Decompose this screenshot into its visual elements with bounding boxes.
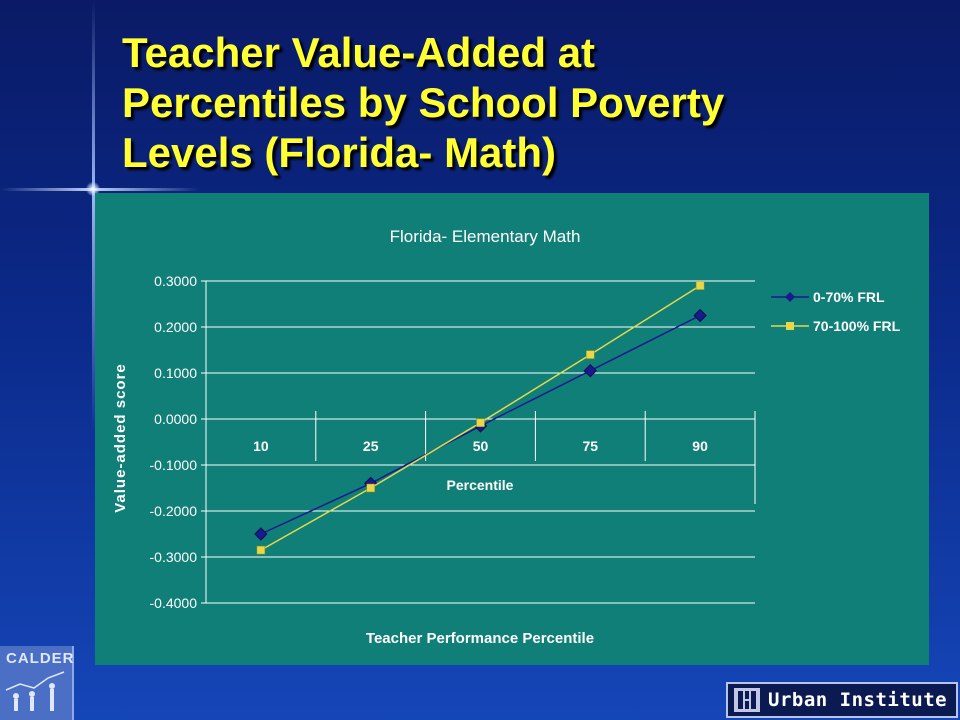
legend-label: 70-100% FRL [813, 318, 901, 334]
y-tick-label: -0.2000 [150, 503, 198, 519]
urban-institute-logo-text: Urban Institute [768, 689, 948, 711]
x-tick-label: 75 [583, 438, 599, 454]
decorative-horizontal-light [0, 188, 200, 191]
legend-marker [786, 322, 794, 330]
data-point [476, 418, 485, 427]
legend: 0-70% FRL 70-100% FRL [771, 289, 901, 334]
data-point [256, 545, 266, 555]
x-tick-label: 10 [253, 438, 269, 454]
y-tick-label: 0.1000 [154, 365, 197, 381]
calder-logo-text: CALDER [6, 650, 75, 667]
legend-marker [785, 292, 795, 302]
y-tick-label: -0.3000 [150, 549, 198, 565]
y-tick-label: 0.2000 [154, 319, 197, 335]
y-tick-label: 0.0000 [154, 411, 197, 427]
axes: 0.3000 0.2000 0.1000 0.0000 -0.1000 -0.2000 -0… [150, 273, 756, 611]
legend-label: 0-70% FRL [813, 289, 885, 305]
data-point [586, 350, 595, 359]
data-point [695, 281, 705, 290]
series [254, 281, 707, 555]
decorative-vertical-light [92, 0, 95, 720]
x-tick-label: 90 [692, 438, 708, 454]
data-point [583, 363, 598, 378]
chart-panel: 0.3000 0.2000 0.1000 0.0000 -0.1000 -0.2000 -0… [95, 193, 929, 665]
urban-institute-mark-icon [734, 688, 760, 712]
y-tick-label: -0.1000 [150, 457, 198, 473]
x-tick-label: 50 [473, 438, 489, 454]
calder-logo-figures-icon [5, 671, 65, 711]
decorative-star-flare [86, 182, 100, 196]
slide-title: Teacher Value-Added at Percentiles by Sc… [122, 29, 725, 176]
y-tick-label: -0.4000 [150, 595, 198, 611]
urban-institute-logo: Urban Institute [726, 682, 958, 718]
y-tick-label: 0.3000 [154, 273, 197, 289]
data-point [254, 527, 268, 541]
line-chart: 0.3000 0.2000 0.1000 0.0000 -0.1000 -0.2000 -0… [112, 227, 901, 647]
calder-logo: CALDER [0, 646, 74, 720]
y-axis-title: Value-added score [112, 363, 129, 513]
category-axis-title: Percentile [447, 477, 514, 493]
x-axis-title: Teacher Performance Percentile [366, 630, 594, 647]
x-tick-label: 25 [363, 438, 379, 454]
data-point [693, 308, 707, 323]
data-point [366, 483, 375, 493]
chart-title: Florida- Elementary Math [390, 227, 581, 246]
